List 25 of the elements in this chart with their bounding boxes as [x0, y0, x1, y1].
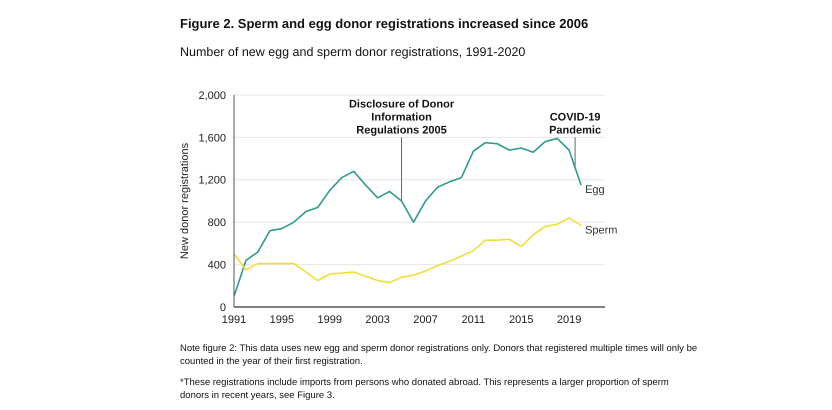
text: *These registrations include imports from persons who donated abroad. This represents a larger proportion of sperm donors in recent years, see Figure 3.	[180, 376, 670, 402]
series-label: Egg	[585, 184, 605, 196]
annotation: Disclosure of Donor Information Regulations 2005	[348, 98, 455, 136]
y-tick-label: 1,200	[198, 174, 226, 187]
series-label: Sperm	[585, 224, 618, 236]
x-tick-label: 1999	[318, 314, 342, 326]
line-series	[234, 217, 582, 284]
x-tick-label: 1991	[222, 314, 246, 326]
y-tick-label: 0	[220, 302, 226, 314]
text: Note figure 2: This data uses new egg and sperm donor registrations only. Donors that registered multiple times will only be counted in the year of their first registration.	[180, 342, 698, 368]
y-axis-title: New donor registrations	[178, 142, 191, 260]
annotation: COVID-19 Pandemic	[549, 111, 602, 136]
x-tick-label: 2007	[413, 314, 438, 326]
x-tick-label: 2015	[508, 314, 534, 326]
chart-title: Figure 2. Sperm and egg donor registrations increased since 2006	[180, 16, 588, 31]
chart-subtitle: Number of new egg and sperm donor registrations, 1991-2020	[180, 45, 526, 59]
x-tick-label: 1995	[270, 314, 294, 326]
y-tick-label: 800	[208, 217, 226, 230]
x-tick-label: 2019	[556, 314, 582, 326]
x-tick-label: 2003	[365, 314, 390, 326]
x-tick-label: 2011	[462, 314, 486, 326]
y-tick-label: 1,600	[198, 132, 226, 144]
y-tick-label: 2,000	[198, 90, 226, 102]
y-tick-label: 400	[208, 260, 226, 272]
line-series	[234, 138, 582, 298]
